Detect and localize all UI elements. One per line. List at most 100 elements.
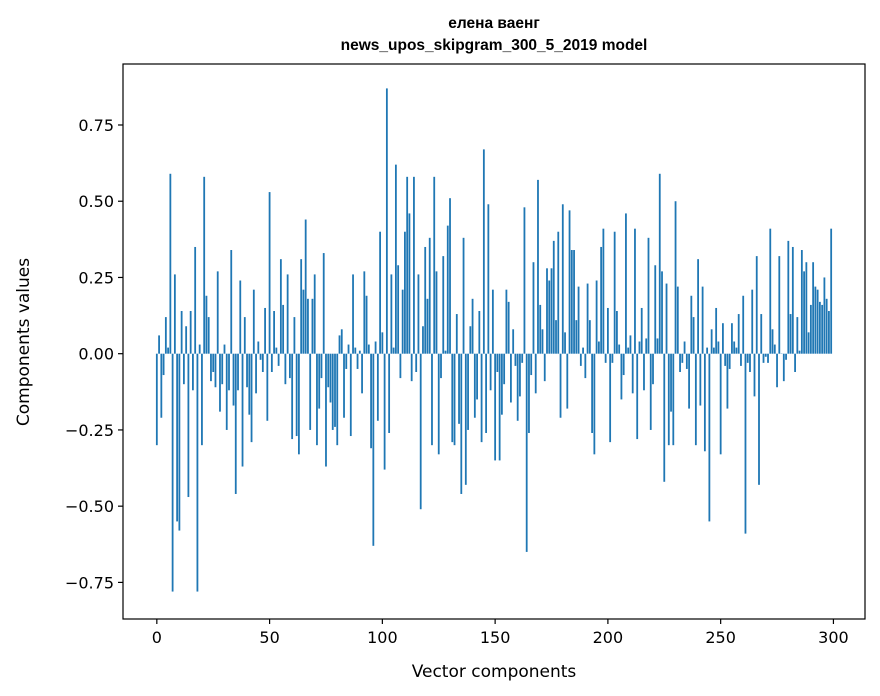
bar xyxy=(712,347,715,354)
bar xyxy=(541,329,544,354)
bar xyxy=(307,298,309,354)
chart-title: елена ваенг xyxy=(448,15,540,32)
bar xyxy=(778,256,781,354)
bar xyxy=(444,350,447,354)
plot-frame xyxy=(122,63,866,620)
bar xyxy=(207,317,210,354)
bar xyxy=(679,353,681,372)
bar xyxy=(764,353,767,357)
bar xyxy=(435,271,438,354)
bar xyxy=(609,353,612,443)
bar xyxy=(582,347,584,354)
bar xyxy=(460,353,463,494)
bar xyxy=(733,341,736,354)
bar xyxy=(670,353,672,412)
bar xyxy=(809,304,812,354)
bar xyxy=(176,353,179,522)
bar xyxy=(248,353,251,415)
bar xyxy=(758,353,760,485)
bar xyxy=(228,353,230,391)
bar xyxy=(446,225,449,354)
bar xyxy=(374,341,377,354)
bar xyxy=(703,353,706,452)
bar xyxy=(588,320,591,354)
bar xyxy=(566,353,569,409)
bar xyxy=(597,341,600,354)
bar xyxy=(185,326,188,354)
bar xyxy=(773,344,776,354)
bar xyxy=(467,353,469,430)
bar xyxy=(160,353,163,418)
bar xyxy=(746,353,749,363)
bar xyxy=(257,341,260,354)
bar xyxy=(385,88,388,354)
bar xyxy=(237,353,239,391)
bar xyxy=(250,353,253,443)
bar xyxy=(219,353,221,412)
bar xyxy=(478,311,481,354)
bar xyxy=(352,274,354,354)
bar xyxy=(286,274,289,354)
bar xyxy=(557,231,560,354)
y-tick-label: 0.50 xyxy=(78,192,114,211)
bar xyxy=(246,353,248,388)
bar xyxy=(568,210,571,354)
bar xyxy=(216,271,219,354)
bar xyxy=(726,353,729,409)
bar xyxy=(388,353,391,433)
bar xyxy=(656,338,659,354)
x-tick-label: 0 xyxy=(152,628,162,647)
bar xyxy=(162,353,165,376)
bar xyxy=(740,353,742,366)
x-tick-label: 250 xyxy=(705,628,736,647)
bar xyxy=(496,353,499,372)
bar xyxy=(627,347,630,354)
bar xyxy=(291,353,294,440)
bar xyxy=(652,353,654,385)
bar xyxy=(367,344,370,354)
bar xyxy=(417,274,420,354)
bar xyxy=(724,353,727,366)
bar xyxy=(606,307,609,354)
bar xyxy=(410,353,413,382)
bar xyxy=(167,347,169,354)
bar xyxy=(500,353,503,415)
y-tick-label: −0.50 xyxy=(65,497,114,516)
bar xyxy=(791,246,794,354)
bar xyxy=(320,353,323,379)
bar xyxy=(171,353,174,592)
bar xyxy=(399,353,402,379)
bar xyxy=(189,311,192,354)
bar xyxy=(264,307,266,354)
bar xyxy=(336,353,339,446)
bar xyxy=(649,353,652,430)
bar xyxy=(611,353,614,363)
x-tick-label: 100 xyxy=(367,628,398,647)
y-tick-label: 0.00 xyxy=(78,345,114,364)
bar xyxy=(674,201,677,354)
bar xyxy=(270,353,273,372)
bar xyxy=(487,204,490,354)
y-tick-label: 0.75 xyxy=(78,116,114,135)
bar xyxy=(340,329,343,354)
bar xyxy=(225,353,228,430)
bar xyxy=(311,298,314,354)
bar xyxy=(284,353,287,385)
bar xyxy=(503,353,506,385)
bar xyxy=(408,213,411,354)
bar xyxy=(760,314,763,354)
bar xyxy=(268,192,271,354)
bar xyxy=(803,271,805,354)
bar xyxy=(397,265,400,354)
bar xyxy=(372,353,375,546)
bar xyxy=(180,311,183,354)
chart-subtitle: news_upos_skipgram_300_5_2019 model xyxy=(341,37,648,54)
bar xyxy=(613,231,616,354)
bar xyxy=(476,353,478,400)
bar xyxy=(223,344,226,354)
bar xyxy=(798,350,801,354)
bar xyxy=(288,353,291,379)
bar xyxy=(424,246,427,354)
bar xyxy=(462,237,465,354)
bar xyxy=(187,353,190,498)
